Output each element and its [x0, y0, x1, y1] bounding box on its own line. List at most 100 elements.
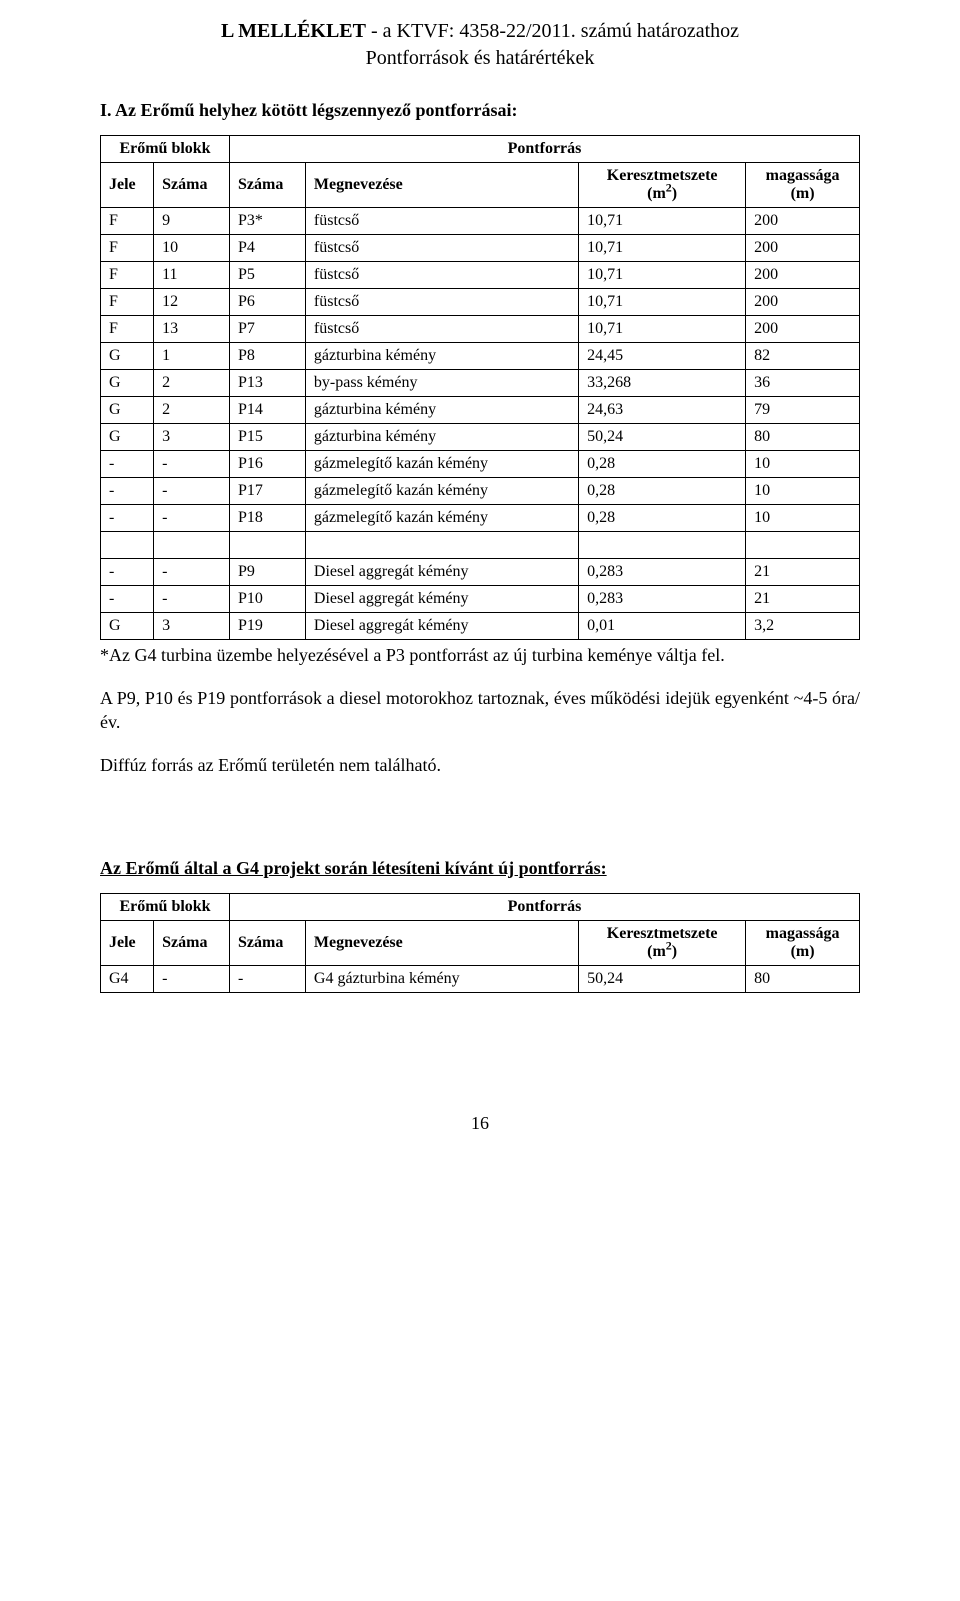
table1-col-jele: Jele [101, 163, 154, 208]
table-cell: 0,28 [579, 505, 746, 532]
table1-col-szama2: Száma [230, 163, 306, 208]
table-cell: P10 [230, 586, 306, 613]
table-cell: G [101, 424, 154, 451]
table-cell: 21 [746, 559, 860, 586]
table-cell: G [101, 370, 154, 397]
table-cell: füstcső [305, 235, 578, 262]
table-row: G3P19Diesel aggregát kémény0,013,2 [101, 613, 860, 640]
table-cell: - [230, 965, 306, 992]
table-cell: 36 [746, 370, 860, 397]
table-cell: 200 [746, 316, 860, 343]
table-cell: F [101, 262, 154, 289]
table-cell: 10,71 [579, 208, 746, 235]
table2-columns-row: Jele Száma Száma Megnevezése Keresztmets… [101, 920, 860, 965]
table-row: F10P4füstcső10,71200 [101, 235, 860, 262]
table-cell: P5 [230, 262, 306, 289]
table-cell: gázturbina kémény [305, 424, 578, 451]
table-cell: 0,28 [579, 451, 746, 478]
table-cell: 80 [746, 424, 860, 451]
table-cell: 0,01 [579, 613, 746, 640]
table-cell: füstcső [305, 289, 578, 316]
table1-col-megnevezese: Megnevezése [305, 163, 578, 208]
table-row: F13P7füstcső10,71200 [101, 316, 860, 343]
table-cell: F [101, 235, 154, 262]
table-cell: Diesel aggregát kémény [305, 613, 578, 640]
table2-col-keresztmetszete: Keresztmetszete (m2) [579, 920, 746, 965]
table-cell: 10 [746, 505, 860, 532]
table-cell: by-pass kémény [305, 370, 578, 397]
table2-group-header-row: Erőmű blokk Pontforrás [101, 893, 860, 920]
table-spacer-cell [101, 532, 154, 559]
table-cell: - [101, 451, 154, 478]
table-row: --P9Diesel aggregát kémény0,28321 [101, 559, 860, 586]
table-cell: 24,63 [579, 397, 746, 424]
table-cell: - [101, 478, 154, 505]
table-cell: - [101, 505, 154, 532]
table-row: F9P3*füstcső10,71200 [101, 208, 860, 235]
table-cell: G [101, 613, 154, 640]
table-cell: P3* [230, 208, 306, 235]
table-cell: 10 [746, 451, 860, 478]
table-cell: G [101, 343, 154, 370]
table-cell: G4 [101, 965, 154, 992]
table1-group-left: Erőmű blokk [101, 136, 230, 163]
table-pontforrasok-2: Erőmű blokk Pontforrás Jele Száma Száma … [100, 893, 860, 993]
table-cell: 3 [154, 424, 230, 451]
table-cell: - [154, 559, 230, 586]
table2-group-left: Erőmű blokk [101, 893, 230, 920]
table-cell: P15 [230, 424, 306, 451]
table-cell: 200 [746, 262, 860, 289]
table-cell: 1 [154, 343, 230, 370]
table-row: --P16gázmelegítő kazán kémény0,2810 [101, 451, 860, 478]
table-spacer-cell [230, 532, 306, 559]
table2-col-jele: Jele [101, 920, 154, 965]
table-cell: gázturbina kémény [305, 397, 578, 424]
table-cell: 10 [154, 235, 230, 262]
table-row: G3P15gázturbina kémény50,2480 [101, 424, 860, 451]
table-row: --P17gázmelegítő kazán kémény0,2810 [101, 478, 860, 505]
table-cell: 24,45 [579, 343, 746, 370]
table-cell: P9 [230, 559, 306, 586]
table-cell: P6 [230, 289, 306, 316]
table-cell: - [154, 965, 230, 992]
table-row: G2P13by-pass kémény33,26836 [101, 370, 860, 397]
table-row: --P10Diesel aggregát kémény0,28321 [101, 586, 860, 613]
table-cell: 11 [154, 262, 230, 289]
table-cell: G4 gázturbina kémény [305, 965, 578, 992]
table-cell: 82 [746, 343, 860, 370]
table-cell: Diesel aggregát kémény [305, 586, 578, 613]
table-cell: 21 [746, 586, 860, 613]
table-cell: 10,71 [579, 316, 746, 343]
table-cell: - [154, 451, 230, 478]
table-row: F12P6füstcső10,71200 [101, 289, 860, 316]
table-cell: 80 [746, 965, 860, 992]
table-cell: 3 [154, 613, 230, 640]
table-cell: füstcső [305, 316, 578, 343]
page-title: L MELLÉKLET - a KTVF: 4358-22/2011. szám… [100, 20, 860, 43]
section1-heading: I. Az Erőmű helyhez kötött légszennyező … [100, 100, 860, 121]
table-cell: 200 [746, 208, 860, 235]
table-cell: gázmelegítő kazán kémény [305, 451, 578, 478]
table-cell: - [101, 586, 154, 613]
table-cell: P4 [230, 235, 306, 262]
table1-col-magassaga: magassága (m) [746, 163, 860, 208]
table-cell: gázturbina kémény [305, 343, 578, 370]
table-cell: 13 [154, 316, 230, 343]
table-spacer-cell [579, 532, 746, 559]
table1-group-header-row: Erőmű blokk Pontforrás [101, 136, 860, 163]
page-subtitle: Pontforrások és határértékek [100, 47, 860, 70]
table2-col-magassaga: magassága (m) [746, 920, 860, 965]
table-row: --P18gázmelegítő kazán kémény0,2810 [101, 505, 860, 532]
table-cell: 3,2 [746, 613, 860, 640]
table-cell: P7 [230, 316, 306, 343]
table-cell: P18 [230, 505, 306, 532]
table-row: G4--G4 gázturbina kémény50,2480 [101, 965, 860, 992]
table-cell: 2 [154, 397, 230, 424]
table1-columns-row: Jele Száma Száma Megnevezése Keresztmets… [101, 163, 860, 208]
table-cell: 200 [746, 289, 860, 316]
table-cell: P17 [230, 478, 306, 505]
table-cell: F [101, 316, 154, 343]
paragraph-p9p10p19: A P9, P10 és P19 pontforrások a diesel m… [100, 687, 860, 734]
table-spacer-cell [305, 532, 578, 559]
table-cell: füstcső [305, 208, 578, 235]
